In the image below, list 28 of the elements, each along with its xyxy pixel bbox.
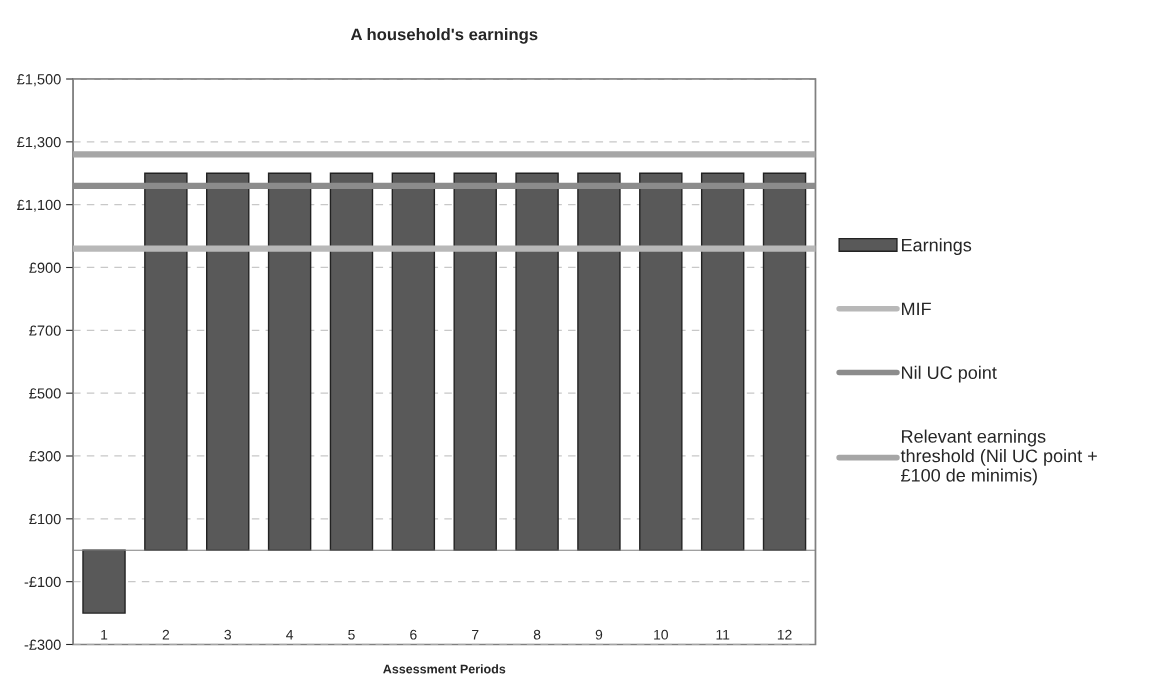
y-tick-label: £1,500 xyxy=(17,74,61,87)
y-tick-label: £1,100 xyxy=(17,199,61,212)
x-tick-label: 5 xyxy=(348,629,355,640)
y-tick-label: £500 xyxy=(29,388,61,399)
y-tick-label: £300 xyxy=(29,451,61,462)
y-tick-label: -£100 xyxy=(24,576,61,588)
x-tick-label: 2 xyxy=(162,629,170,640)
x-tick-label: 11 xyxy=(716,629,730,640)
x-tick-label: 10 xyxy=(654,629,668,640)
legend-label: Nil UC point xyxy=(902,365,997,383)
x-tick-label: 4 xyxy=(286,629,294,640)
legend-label: Relevant earnings threshold (Nil UC point + £100 de minimis) xyxy=(900,429,1097,486)
x-tick-label: 8 xyxy=(533,629,541,640)
x-tick-label: 12 xyxy=(777,629,792,640)
x-tick-label: 6 xyxy=(410,629,417,640)
chart-title: A household's earnings xyxy=(350,28,538,44)
y-tick-label: £900 xyxy=(29,262,61,273)
x-tick-label: 1 xyxy=(101,629,108,640)
x-axis-title: Assessment Periods xyxy=(383,664,506,674)
legend-label: MIF xyxy=(902,302,931,316)
y-tick-label: £100 xyxy=(29,513,61,525)
y-tick-label: -£300 xyxy=(24,639,61,650)
x-tick-label: 7 xyxy=(472,629,479,640)
y-tick-label: £700 xyxy=(29,325,61,336)
y-tick-label: £1,300 xyxy=(17,136,61,149)
x-tick-label: 9 xyxy=(595,629,603,640)
legend-label: Earnings xyxy=(902,238,972,256)
x-tick-label: 3 xyxy=(224,629,231,640)
